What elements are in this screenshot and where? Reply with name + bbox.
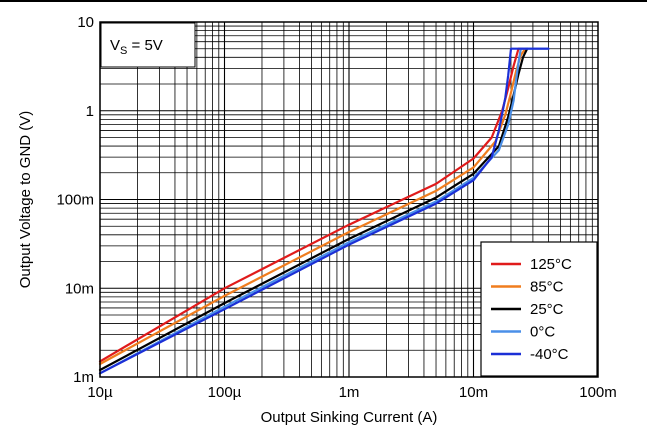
x-tick-label: 10m [459, 384, 488, 401]
x-tick-label: 10µ [87, 384, 113, 401]
x-axis-title: Output Sinking Current (A) [261, 409, 438, 426]
y-tick-label: 100m [56, 192, 94, 209]
annot-main: V [110, 37, 120, 54]
annot-sub: S [120, 45, 127, 57]
legend-label: -40°C [530, 346, 569, 363]
series-line [98, 47, 529, 372]
supply-annotation: VS = 5V [100, 22, 196, 68]
y-axis-title: Output Voltage to GND (V) [17, 111, 34, 289]
x-tick-label: 1m [339, 384, 360, 401]
series-line [98, 47, 550, 375]
annot-rest: = 5V [127, 37, 162, 54]
x-tick-label: 100m [579, 384, 617, 401]
grid [99, 22, 598, 378]
legend-label: 125°C [530, 256, 572, 273]
legend-label: 25°C [530, 301, 564, 318]
y-tick-label: 10 [77, 14, 94, 31]
series-layer [98, 47, 550, 375]
legend: 125°C 85°C 25°C 0°C -40°C [480, 241, 598, 377]
plot-frame [99, 21, 599, 378]
ticks-layer: 10µ 100µ 1m 10m 100m 10 1 100m 10m 1m [56, 14, 616, 401]
legend-label: 0°C [530, 324, 555, 341]
series-line [98, 47, 525, 363]
top-border-rule [0, 0, 647, 2]
legend-label: 85°C [530, 279, 564, 296]
y-tick-label: 1 [86, 103, 94, 120]
x-tick-label: 100µ [208, 384, 242, 401]
supply-annotation-text: VS = 5V [110, 37, 163, 57]
series-line [98, 47, 550, 375]
y-tick-label: 1m [73, 369, 94, 386]
y-tick-label: 10m [65, 280, 94, 297]
